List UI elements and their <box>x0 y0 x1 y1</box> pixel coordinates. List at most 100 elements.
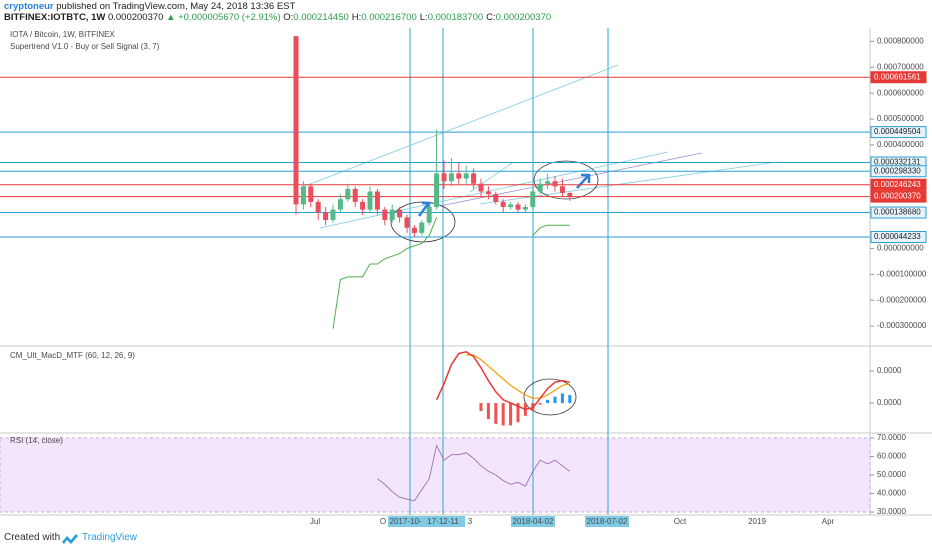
ohlc-label: C: <box>486 12 496 23</box>
created-with: Created with <box>4 532 61 543</box>
indicator-title: CM_Ult_MacD_MTF (60, 12, 26, 9) <box>10 351 135 360</box>
y-tick-label: 40.0000 <box>877 489 906 498</box>
candle-body <box>552 181 558 187</box>
x-tick-label: Oct <box>674 517 687 526</box>
histogram-bar <box>568 395 572 404</box>
brand: TradingView <box>82 532 138 543</box>
x-tick-label: 2018-07-02 <box>587 517 628 526</box>
y-tick-label: 0.000400000 <box>877 140 924 149</box>
price-box <box>870 190 927 203</box>
candle-body <box>508 204 514 208</box>
price-label: 0.000138680 <box>874 208 921 217</box>
chart-title: IOTA / Bitcoin, 1W, BITFINEX <box>10 30 115 39</box>
y-tick-label: -0.000300000 <box>877 321 927 330</box>
candle-body <box>419 222 425 233</box>
ohlc-value: 0.000216700 <box>361 12 417 23</box>
candle-body <box>360 201 366 210</box>
symbol: BITFINEX:IOTBTC, 1W <box>4 12 106 23</box>
x-label-box <box>388 516 432 527</box>
histogram-bar <box>509 403 513 426</box>
candle-body <box>352 188 358 202</box>
candle-body <box>382 209 388 220</box>
y-tick-label: 60.0000 <box>877 452 906 461</box>
candle-body <box>567 192 573 197</box>
indicator-title: RSI (14, close) <box>10 436 63 445</box>
x-tick-label: 2019 <box>748 517 766 526</box>
symbol-line: BITFINEX:IOTBTC, 1W 0.000200370 ▲ +0.000… <box>4 12 554 23</box>
candle-body <box>545 181 551 184</box>
candle-body <box>434 173 440 208</box>
candle-body <box>471 173 477 184</box>
trend-line <box>319 151 669 229</box>
x-tick-label: Apr <box>822 517 835 526</box>
candle-body <box>478 183 484 192</box>
last-price: 0.000200370 <box>107 12 164 23</box>
candle-body <box>397 209 403 218</box>
line <box>466 354 570 399</box>
histogram-bar <box>516 403 520 423</box>
x-tick-label: Jul <box>310 517 320 526</box>
candle-body <box>441 173 447 182</box>
candle-body <box>522 207 528 210</box>
price-box <box>870 206 927 219</box>
candle-body <box>337 199 343 210</box>
y-tick-label: 0.000600000 <box>877 88 924 97</box>
candle-body <box>515 204 521 210</box>
price-label: 0.000298330 <box>874 166 921 175</box>
candle-body <box>367 191 373 210</box>
x-tick-label: 2017-10-30 <box>390 517 431 526</box>
rsi-band-layer <box>0 437 871 513</box>
drawings <box>299 64 771 416</box>
ohlc: O:0.000214450 H:0.000216700 L:0.000183700 C… <box>283 12 554 23</box>
y-tick-label: 0.000700000 <box>877 62 924 71</box>
price-box <box>870 165 927 178</box>
histogram-bar <box>494 403 498 424</box>
price-box <box>870 71 927 84</box>
candle-body <box>426 207 432 223</box>
x-tick-label: 17-12-11 <box>427 517 459 526</box>
candle-body <box>345 188 351 200</box>
candle-body <box>456 173 462 179</box>
candle-body <box>493 194 499 202</box>
x-tick-label: 2018-04-02 <box>513 517 554 526</box>
ohlc-label: H: <box>351 12 362 23</box>
candle-body <box>537 183 543 192</box>
publish-line: cryptoneur published on TradingView.com,… <box>4 1 295 12</box>
trend-line <box>469 162 513 193</box>
vertical-lines <box>409 28 609 515</box>
histogram-bar <box>546 399 550 404</box>
ohlc-value: 0.000200370 <box>495 12 552 23</box>
price-label: 0.000044233 <box>874 232 921 241</box>
x-tick-label: O <box>380 517 386 526</box>
candle-body <box>308 186 314 202</box>
candle-body <box>559 186 565 193</box>
candle-body <box>293 36 299 205</box>
histogram-bar <box>553 396 557 404</box>
histogram-bar <box>486 403 490 420</box>
price-box <box>870 231 927 244</box>
price-label: 0.000200370 <box>874 192 921 201</box>
trend-line <box>439 152 703 207</box>
candle-body <box>315 201 321 213</box>
y-tick-label: -0.000100000 <box>877 269 927 278</box>
line <box>377 444 571 502</box>
price-box <box>870 178 927 191</box>
x-tick-label: 3 <box>468 517 473 526</box>
ohlc-value: 0.000183700 <box>427 12 484 23</box>
candle-body <box>404 217 410 228</box>
author: cryptoneur <box>4 1 54 12</box>
y-tick-label: 50.0000 <box>877 470 906 479</box>
candle-body <box>374 191 380 210</box>
candle-body <box>389 209 395 220</box>
histogram-bar <box>501 403 505 426</box>
trend-line <box>299 64 619 189</box>
candle-body <box>448 173 454 182</box>
ohlc-value: 0.000214450 <box>293 12 349 23</box>
price-label: 0.000449504 <box>874 127 921 136</box>
circle-annotation <box>533 160 599 200</box>
histogram-bar <box>479 403 483 412</box>
x-label-box <box>421 516 465 527</box>
candle-body <box>300 186 306 205</box>
